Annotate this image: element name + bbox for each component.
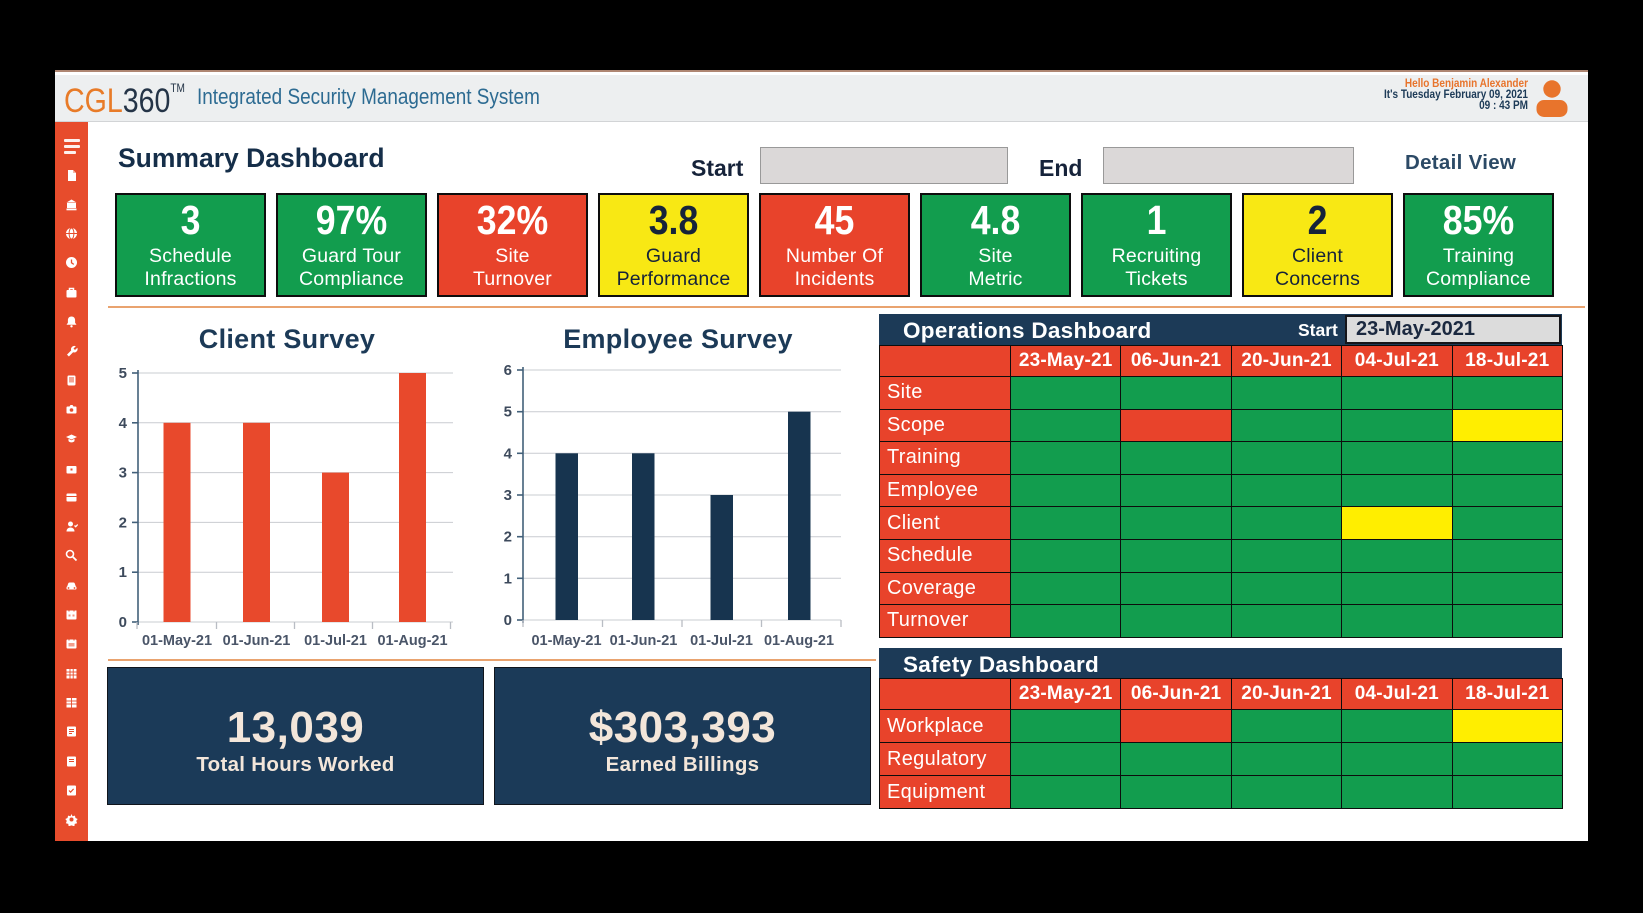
svg-text:01-Jul-21: 01-Jul-21: [690, 633, 753, 649]
svg-text:Employee Survey: Employee Survey: [563, 324, 793, 354]
svg-text:5: 5: [119, 365, 127, 382]
svg-text:0: 0: [119, 614, 127, 631]
svg-text:01-Jul-21: 01-Jul-21: [304, 633, 367, 649]
svg-text:01-Aug-21: 01-Aug-21: [377, 633, 447, 649]
svg-text:01-Aug-21: 01-Aug-21: [764, 633, 834, 649]
svg-text:3: 3: [119, 465, 127, 482]
svg-text:4: 4: [504, 445, 513, 462]
svg-text:01-Jun-21: 01-Jun-21: [610, 633, 678, 649]
svg-text:01-May-21: 01-May-21: [531, 633, 601, 649]
svg-text:Client Survey: Client Survey: [199, 324, 375, 354]
svg-text:0: 0: [504, 612, 512, 629]
svg-text:2: 2: [504, 529, 512, 546]
svg-text:6: 6: [504, 362, 512, 379]
svg-text:1: 1: [119, 564, 127, 581]
svg-text:3: 3: [504, 487, 512, 504]
svg-text:1: 1: [504, 570, 512, 587]
svg-text:2: 2: [119, 514, 127, 531]
svg-text:01-May-21: 01-May-21: [142, 633, 212, 649]
svg-text:4: 4: [119, 415, 128, 432]
svg-text:5: 5: [504, 404, 512, 421]
svg-text:01-Jun-21: 01-Jun-21: [223, 633, 291, 649]
